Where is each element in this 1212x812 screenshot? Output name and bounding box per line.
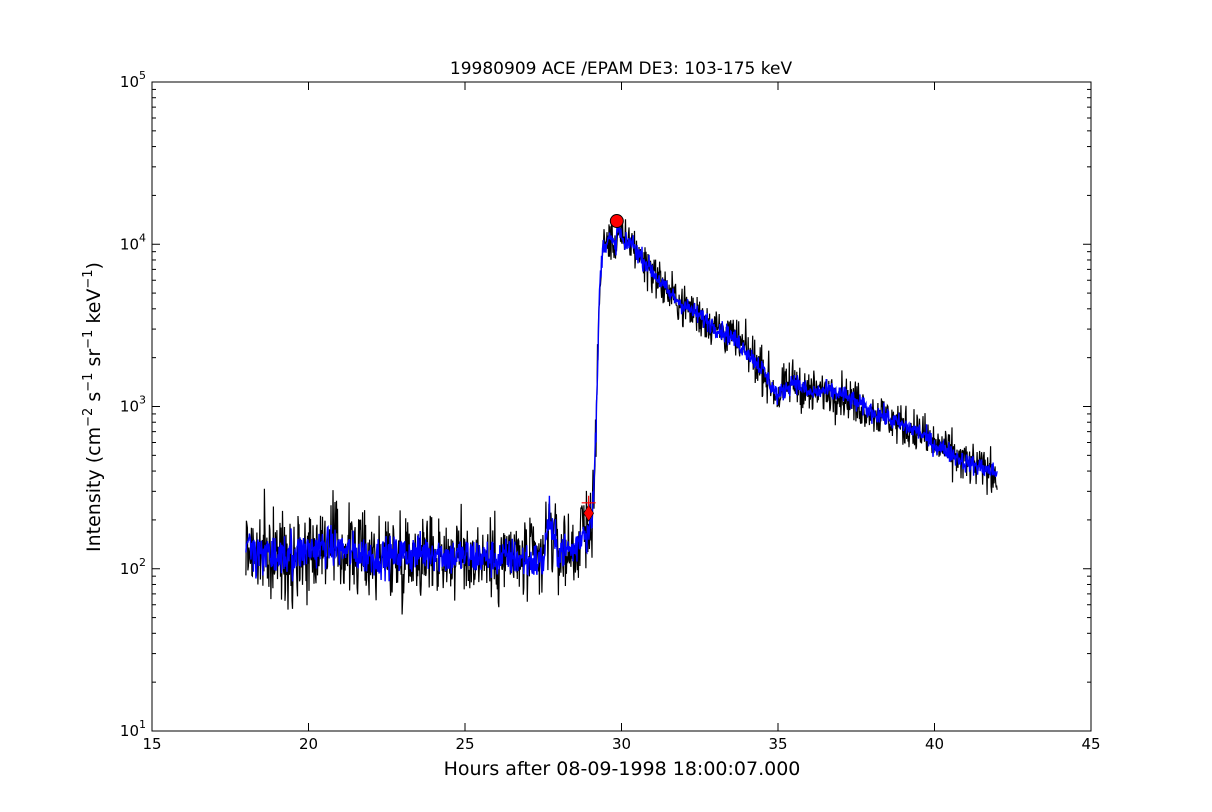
marker-diamond bbox=[583, 504, 594, 522]
x-tick-label: 15 bbox=[142, 735, 161, 753]
y-tick-label: 103 bbox=[120, 394, 146, 416]
y-tick-label: 101 bbox=[120, 718, 146, 740]
x-tick-label: 45 bbox=[1081, 735, 1100, 753]
y-tick-label: 105 bbox=[120, 69, 146, 91]
y-axis-label: Intensity (cm−2 s−1 sr−1 keV−1) bbox=[81, 262, 105, 552]
x-tick-label: 35 bbox=[768, 735, 787, 753]
chart-title: 19980909 ACE /EPAM DE3: 103-175 keV bbox=[450, 59, 793, 79]
x-tick-label: 25 bbox=[455, 735, 474, 753]
marker-plus bbox=[581, 495, 596, 510]
x-axis-label: Hours after 08-09-1998 18:00:07.000 bbox=[444, 758, 801, 780]
series-line-1 bbox=[245, 222, 998, 582]
x-tick-label: 30 bbox=[612, 735, 631, 753]
marker-circle bbox=[609, 214, 624, 229]
y-tick-label: 102 bbox=[120, 556, 146, 578]
x-tick-label: 40 bbox=[925, 735, 944, 753]
plot-frame bbox=[151, 81, 1092, 732]
x-tick-label: 20 bbox=[299, 735, 318, 753]
y-tick-label: 104 bbox=[120, 231, 146, 253]
